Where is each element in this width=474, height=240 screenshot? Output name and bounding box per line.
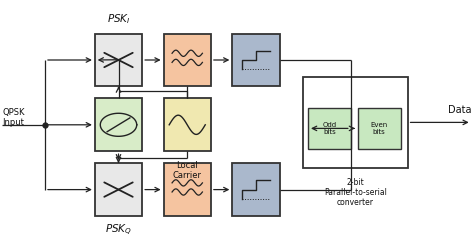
Text: $PSK_Q$: $PSK_Q$ <box>105 223 132 238</box>
Bar <box>164 163 211 216</box>
Text: Data: Data <box>448 105 472 115</box>
Text: 2-bit
Parallel-to-serial
converter: 2-bit Parallel-to-serial converter <box>324 178 387 207</box>
Bar <box>232 34 280 86</box>
Bar <box>95 163 142 216</box>
Bar <box>95 98 142 151</box>
Text: QPSK
Input: QPSK Input <box>2 108 25 127</box>
Text: Odd
bits: Odd bits <box>322 122 337 135</box>
Text: Even
bits: Even bits <box>371 122 388 135</box>
Bar <box>303 77 408 168</box>
Bar <box>164 98 211 151</box>
Bar <box>358 108 401 149</box>
Text: Local
Carrier: Local Carrier <box>173 161 202 180</box>
Text: $PSK_I$: $PSK_I$ <box>107 12 130 26</box>
Bar <box>95 34 142 86</box>
Bar <box>164 34 211 86</box>
Bar <box>232 163 280 216</box>
Bar <box>308 108 351 149</box>
